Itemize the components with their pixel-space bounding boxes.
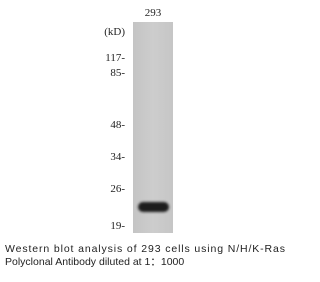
figure: 293 (kD) 117- 85- 48- 34- 26- 19- Wester… bbox=[0, 0, 290, 282]
blot-band bbox=[138, 202, 169, 212]
marker-label: 117- bbox=[105, 52, 125, 64]
unit-label: (kD) bbox=[104, 26, 125, 38]
marker-label: 34- bbox=[110, 151, 125, 163]
blot-lane bbox=[133, 22, 173, 233]
lane-label: 293 bbox=[145, 7, 162, 19]
caption-line: Western blot analysis of 293 cells using… bbox=[5, 243, 285, 255]
marker-label: 48- bbox=[110, 119, 125, 131]
marker-label: 26- bbox=[110, 183, 125, 195]
marker-label: 85- bbox=[110, 67, 125, 79]
marker-label: 19- bbox=[110, 220, 125, 232]
caption-line: Polyclonal Antibody diluted at 1：1000 bbox=[5, 256, 184, 268]
